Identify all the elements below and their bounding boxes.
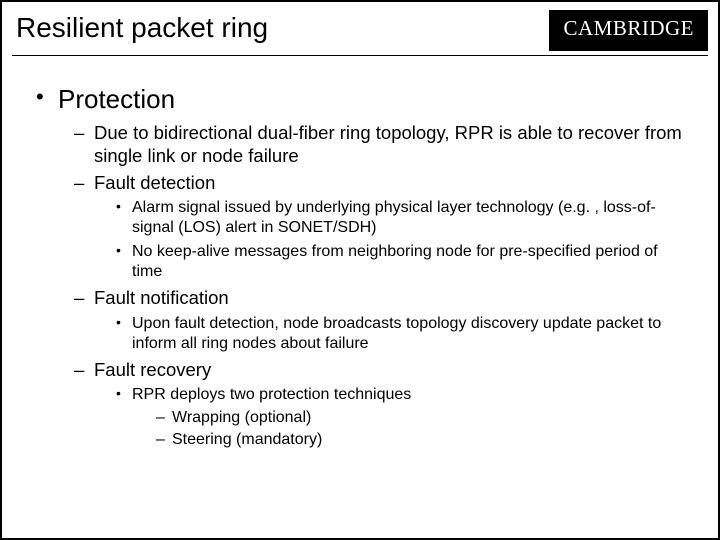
slide-header: Resilient packet ring CAMBRIDGE — [2, 2, 718, 55]
list-item: Upon fault detection, node broadcasts to… — [114, 314, 688, 354]
lvl2-text: Fault recovery — [94, 359, 211, 380]
list-item: Fault notification Upon fault detection,… — [72, 286, 688, 353]
lvl3-text: Alarm signal issued by underlying physic… — [132, 199, 656, 236]
lvl2-text: Fault detection — [94, 172, 215, 193]
slide-content: Protection Due to bidirectional dual-fib… — [2, 56, 718, 450]
bullet-list-lvl3: Upon fault detection, node broadcasts to… — [114, 314, 688, 354]
lvl2-text: Fault notification — [94, 287, 229, 308]
slide-title: Resilient packet ring — [16, 12, 268, 44]
logo-cambridge: CAMBRIDGE — [549, 10, 708, 51]
list-item: Alarm signal issued by underlying physic… — [114, 198, 688, 238]
lvl3-text: No keep-alive messages from neighboring … — [132, 243, 658, 280]
list-item: Fault detection Alarm signal issued by u… — [72, 171, 688, 282]
lvl4-text: Wrapping (optional) — [172, 409, 311, 426]
list-item: Fault recovery RPR deploys two protectio… — [72, 358, 688, 450]
bullet-list-lvl1: Protection Due to bidirectional dual-fib… — [32, 84, 688, 450]
list-item: RPR deploys two protection techniques Wr… — [114, 385, 688, 450]
list-item: Wrapping (optional) — [154, 408, 688, 428]
bullet-list-lvl4: Wrapping (optional) Steering (mandatory) — [154, 408, 688, 450]
list-item: Protection Due to bidirectional dual-fib… — [32, 84, 688, 450]
lvl1-text: Protection — [58, 84, 175, 114]
bullet-list-lvl3: RPR deploys two protection techniques Wr… — [114, 385, 688, 450]
lvl3-text: Upon fault detection, node broadcasts to… — [132, 315, 661, 352]
list-item: No keep-alive messages from neighboring … — [114, 242, 688, 282]
bullet-list-lvl2: Due to bidirectional dual-fiber ring top… — [72, 121, 688, 450]
bullet-list-lvl3: Alarm signal issued by underlying physic… — [114, 198, 688, 282]
lvl4-text: Steering (mandatory) — [172, 431, 322, 448]
slide: Resilient packet ring CAMBRIDGE Protecti… — [0, 0, 720, 540]
lvl2-text: Due to bidirectional dual-fiber ring top… — [94, 122, 682, 166]
lvl3-text: RPR deploys two protection techniques — [132, 386, 411, 403]
list-item: Due to bidirectional dual-fiber ring top… — [72, 121, 688, 167]
list-item: Steering (mandatory) — [154, 430, 688, 450]
